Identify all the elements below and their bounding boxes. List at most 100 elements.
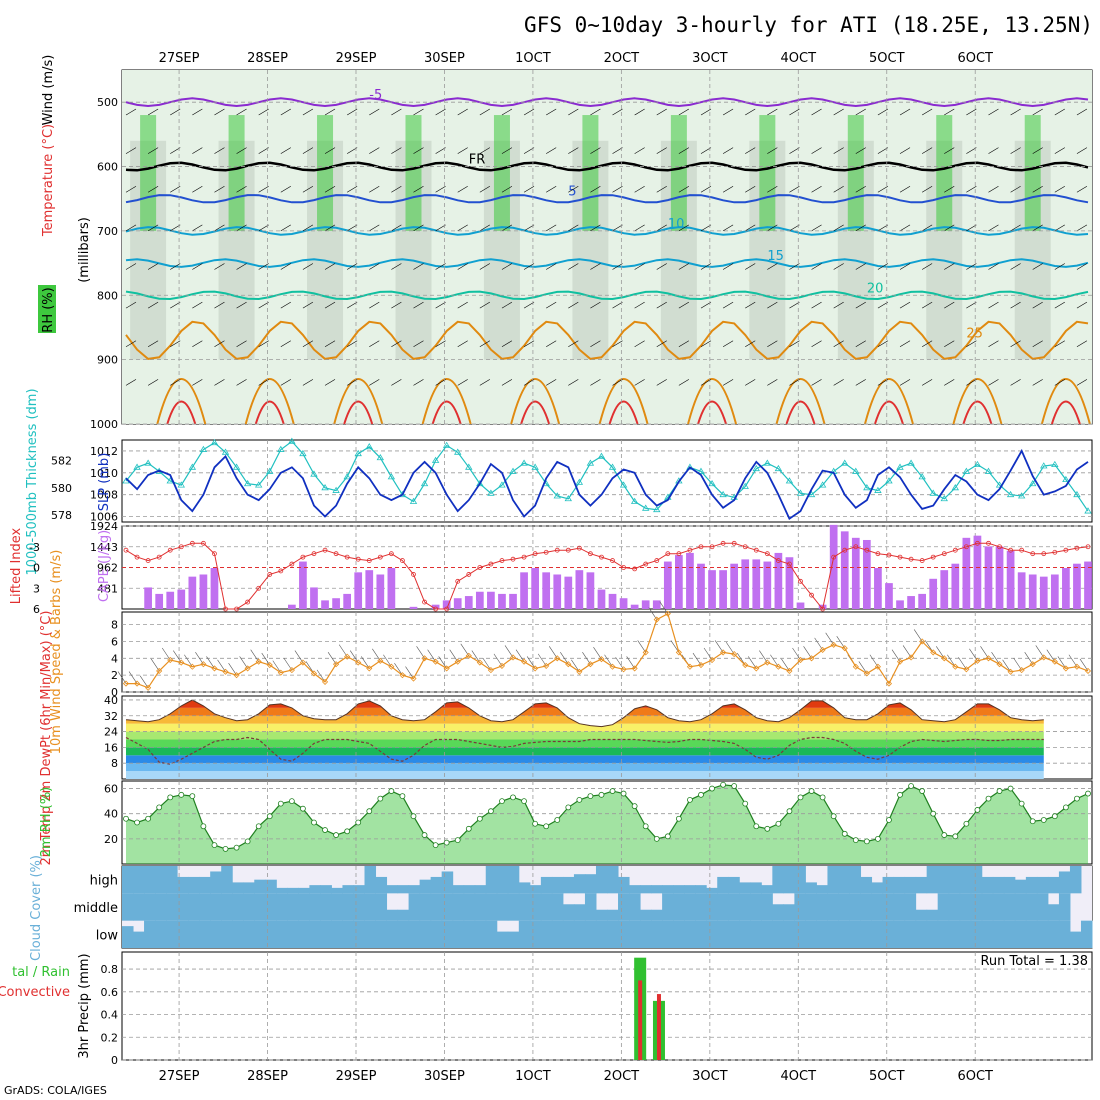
cape-bar (1062, 568, 1070, 609)
rh2m-point (277, 800, 284, 807)
rh2m-point (233, 844, 240, 851)
thickness-point (586, 459, 595, 466)
isotherm-warm-loop (775, 377, 826, 425)
li-point (377, 554, 383, 560)
wind-barb (902, 645, 912, 658)
thickness-point (818, 481, 827, 488)
cape-bar (675, 555, 683, 609)
date-label-bottom: 4OCT (781, 1069, 817, 1084)
wind-barb (634, 108, 645, 116)
li-point (798, 578, 803, 584)
li-point (433, 606, 439, 612)
wind-barb (811, 147, 822, 154)
cloud-cell (915, 920, 928, 948)
wind-barb (722, 147, 734, 154)
cloud-cell (783, 866, 795, 894)
wind-speed-point (742, 661, 749, 669)
li-point (941, 551, 947, 557)
cloud-cell (441, 871, 454, 894)
rh2m-point (808, 788, 815, 794)
thickness-point (896, 463, 904, 470)
pressure-tick-label: 600 (97, 161, 118, 174)
wind-barb (479, 186, 490, 193)
cloud-cell (199, 920, 211, 948)
cape-bar (962, 537, 971, 609)
wind-barb (767, 224, 778, 232)
cloud-cell (364, 866, 377, 894)
wind-barb (833, 379, 844, 386)
wind-barb (944, 263, 955, 270)
wind-barb (413, 186, 424, 193)
li-point (134, 554, 140, 560)
cloud-cell (651, 885, 663, 894)
li-point (731, 540, 737, 546)
wind-barb (811, 340, 822, 348)
cloud-cell (265, 879, 277, 894)
wind-barb (1013, 657, 1022, 671)
li-point (820, 606, 826, 612)
rh2m-point (830, 813, 837, 820)
li-point (599, 554, 604, 560)
cloud-cell (794, 866, 806, 894)
wind-barb (1076, 108, 1088, 116)
wind-barb (125, 108, 137, 116)
thickness-point (431, 456, 440, 463)
cloud-cell (342, 920, 354, 948)
wind-barb (479, 340, 490, 348)
wind-barb (944, 379, 955, 386)
wind-barb (369, 147, 380, 154)
li-point (532, 551, 538, 557)
wind-barb (125, 301, 137, 309)
cape-bar (177, 589, 186, 609)
rh2m-point (620, 790, 627, 797)
cloud-cell (827, 893, 839, 921)
wind-barb (568, 340, 579, 348)
wind-speed-point (543, 662, 550, 669)
wind-barb (192, 186, 203, 193)
cloud-cell (706, 920, 718, 948)
rh2m-line (125, 784, 1089, 850)
cloud-cell (728, 893, 740, 921)
wind-barb (1010, 147, 1021, 154)
cloud-cell (309, 893, 321, 921)
li-axis-label: Lifted Index (9, 527, 24, 604)
thickness-point (918, 473, 926, 480)
thickness-point (288, 437, 296, 444)
bottom-date-labels: 27SEP 28SEP 29SEP 30SEP 1OCT 2OCT 3OCT 4OCT 5OCT… (159, 1069, 993, 1084)
wind-barb (501, 340, 513, 348)
wind-barb (678, 379, 690, 386)
wind-barb (338, 644, 348, 657)
li-point (1085, 544, 1091, 550)
cloud-cell (992, 893, 1005, 921)
rh-shading-green (847, 115, 864, 231)
cloud-cell (397, 920, 410, 948)
date-label-top: 4OCT (781, 51, 817, 66)
wind-speed-point (521, 658, 528, 665)
li-point (676, 551, 682, 557)
thickness-point (1040, 462, 1048, 469)
thickness-point (575, 478, 584, 485)
cloud-cell (882, 893, 895, 921)
cloud-cell (992, 876, 1005, 894)
cloud-cell (353, 920, 365, 948)
cape-bar (752, 559, 761, 609)
wind-barb (612, 108, 623, 116)
wind-barb (988, 108, 999, 116)
li-point (775, 558, 781, 563)
cloud-cell (122, 893, 134, 921)
wind-barb (988, 379, 999, 386)
rh2m-point (1018, 800, 1025, 807)
wind-barb (648, 607, 658, 620)
cloud-cell (981, 893, 994, 921)
wind-barb (349, 650, 359, 663)
li-point (411, 572, 416, 577)
date-label-top: 6OCT (957, 51, 993, 66)
wind-speed-point (1051, 658, 1058, 665)
cloud-cell (452, 893, 465, 921)
wind-barb (1076, 379, 1088, 386)
li-point (167, 547, 173, 553)
wind-barb (877, 379, 889, 386)
thickness-point (243, 479, 252, 487)
cloud-cell (1069, 866, 1082, 894)
wind-barb (391, 379, 402, 386)
